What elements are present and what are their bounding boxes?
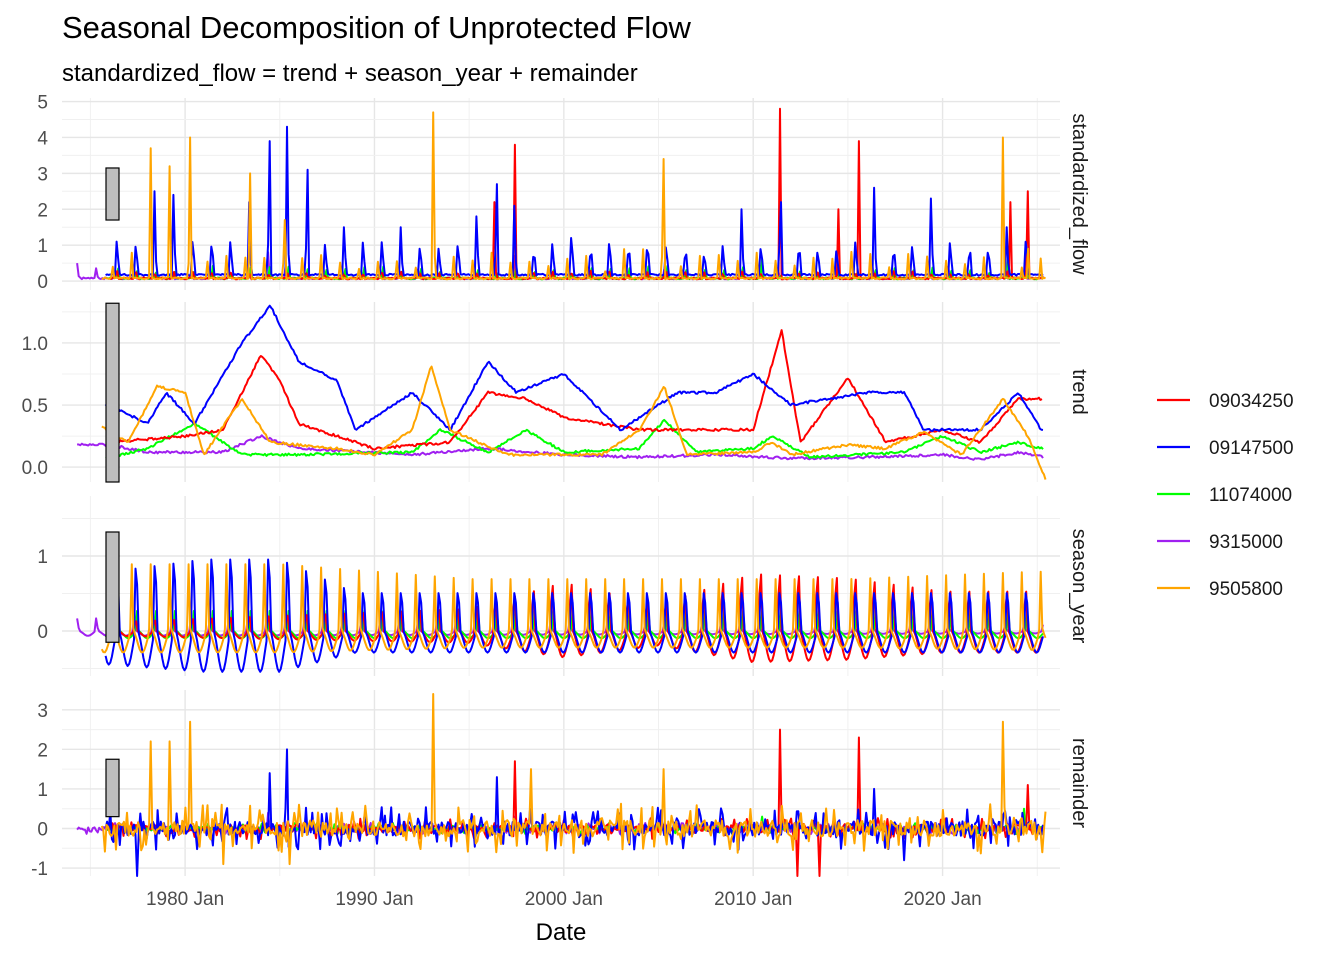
range-bar [105,302,120,483]
y-tick-label: 3 [37,701,48,722]
y-tick-label: 3 [37,164,48,185]
chart-subtitle: standardized_flow = trend + season_year … [62,60,638,87]
x-tick-label: 2010 Jan [714,889,792,910]
axis-text: 0 1 2 3 4 5 standardized_flow 0.0 0.5 1.0 trend 0 1 s… [22,93,1090,946]
series-line-9505800 [100,563,1047,654]
legend-label: 09034250 [1209,391,1294,412]
y-tick-label: -1 [31,859,48,880]
series-line-9505800 [101,111,1046,281]
x-tick-label: 1980 Jan [146,889,224,910]
y-tick-label: 4 [37,128,48,149]
legend-label: 9315000 [1209,532,1283,553]
y-tick-label: 0.5 [22,396,48,417]
range-bar [105,758,120,818]
series-line-09147500 [104,558,1044,673]
gridlines [62,98,1060,876]
range-bar [105,531,120,643]
series-line-9505800 [100,693,1047,866]
series-line-09147500 [105,125,1044,277]
series-lines [76,107,1047,877]
series-line-09147500 [104,748,1044,877]
legend-label: 09147500 [1209,438,1294,459]
y-tick-label: 1.0 [22,334,48,355]
legend: 09034250 09147500 11074000 9315000 9505800 [1157,391,1294,600]
y-tick-label: 5 [37,93,48,114]
y-tick-label: 2 [37,740,48,761]
y-tick-label: 0.0 [22,458,48,479]
x-axis-title: Date [536,919,587,946]
series-line-09034250 [108,329,1043,451]
facet-strip-label: standardized_flow [1068,113,1090,275]
range-bar [105,167,120,221]
legend-label: 9505800 [1209,579,1283,600]
series-line-11074000 [105,418,1044,459]
y-tick-label: 0 [37,622,48,643]
y-tick-label: 0 [37,820,48,841]
y-tick-label: 0 [37,272,48,293]
y-tick-label: 1 [37,236,48,257]
x-tick-label: 2020 Jan [903,889,981,910]
facet-strip-label: season_year [1068,529,1090,644]
facet-strip-label: trend [1068,369,1090,415]
series-line-09034250 [108,573,1043,663]
x-tick-label: 2000 Jan [525,889,603,910]
legend-label: 11074000 [1209,485,1292,506]
series-line-09034250 [108,728,1043,877]
x-tick-label: 1990 Jan [335,889,413,910]
y-tick-label: 2 [37,200,48,221]
series-line-09147500 [104,304,1044,432]
y-tick-label: 1 [37,780,48,801]
series-line-9505800 [101,365,1047,480]
y-tick-label: 1 [37,547,48,568]
chart-title: Seasonal Decomposition of Unprotected Fl… [62,10,691,45]
range-bars [105,167,120,818]
facet-strip-label: remainder [1068,738,1090,828]
